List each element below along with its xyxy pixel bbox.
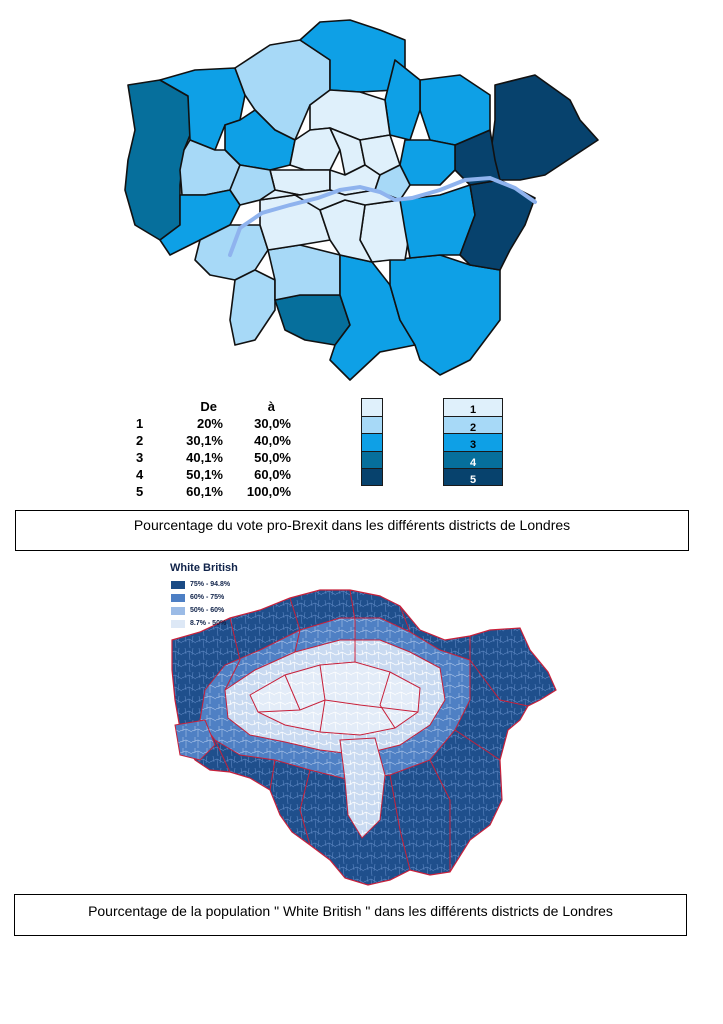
legend-swatch <box>361 468 383 486</box>
legend-row-number: 3 <box>136 450 144 465</box>
borough-shapes <box>124 19 599 381</box>
legend2-row: 75% - 94.8% <box>171 578 230 591</box>
brexit-legend-table: De à 1 20% 30,0% 2 30,1% 40,0% 3 40,1% 5… <box>130 398 300 500</box>
legend-row-number: 5 <box>136 484 144 499</box>
legend-header-from: De <box>200 399 217 414</box>
legend-row-to: 50,0% <box>254 450 291 465</box>
brexit-map-caption: Pourcentage du vote pro-Brexit dans les … <box>15 510 689 551</box>
legend-row-to: 60,0% <box>254 467 291 482</box>
legend2-row: 50% - 60% <box>171 604 230 617</box>
legend-numbered-swatches: 1 2 3 4 5 <box>443 398 503 486</box>
river-thames <box>228 175 537 257</box>
legend2-label: 50% - 60% <box>190 607 225 614</box>
west-mid-patch <box>174 719 216 761</box>
white-british-map-caption: Pourcentage de la population " White Bri… <box>14 894 687 936</box>
legend-swatch <box>361 398 383 416</box>
legend-numbered-swatch: 5 <box>443 468 503 486</box>
legend-numbered-swatch: 2 <box>443 415 503 434</box>
legend-row: 4 50,1% 60,0% <box>130 466 300 483</box>
borough-boundaries <box>214 589 529 872</box>
borough-sutton <box>274 294 351 346</box>
borough-brent <box>224 109 296 171</box>
borough-croydon <box>329 254 416 381</box>
legend-numbered-swatch: 3 <box>443 433 503 451</box>
legend-row-from: 20% <box>196 416 223 431</box>
legend-row-number: 4 <box>136 467 144 482</box>
legend-row-from: 30,1% <box>186 433 223 448</box>
legend2-row: 60% - 75% <box>171 591 230 604</box>
legend-row-from: 40,1% <box>186 450 223 465</box>
legend-numbered-swatch: 1 <box>443 398 503 416</box>
legend-row-number: 2 <box>136 433 144 448</box>
borough-newham <box>399 139 456 186</box>
borough-kingston <box>229 269 276 346</box>
borough-tower-hamlets <box>374 164 411 201</box>
legend-swatch <box>361 450 383 469</box>
legend-row: 3 40,1% 50,0% <box>130 449 300 466</box>
legend-row: 1 20% 30,0% <box>130 415 300 432</box>
legend2-swatch <box>171 593 185 602</box>
legend-header: De à <box>130 398 300 415</box>
borough-camden <box>289 127 341 171</box>
borough-bromley <box>389 254 501 376</box>
legend-row-to: 30,0% <box>254 416 291 431</box>
legend-row-to: 40,0% <box>254 433 291 448</box>
borough-merton <box>267 244 341 301</box>
legend-row-from: 60,1% <box>186 484 223 499</box>
legend-row: 5 60,1% 100,0% <box>130 483 300 500</box>
legend-numbered-swatch: 4 <box>443 450 503 469</box>
legend-color-swatches <box>361 398 383 486</box>
legend-row-number: 1 <box>136 416 144 431</box>
legend2-swatch <box>171 580 185 589</box>
south-light-region <box>339 737 386 839</box>
borough-redbridge <box>419 74 491 146</box>
borough-havering <box>489 74 599 181</box>
white-british-map <box>171 589 557 886</box>
legend-swatch <box>361 433 383 451</box>
white-british-legend: 75% - 94.8% 60% - 75% 50% - 60% 8.7% - 5… <box>171 578 230 630</box>
legend-swatch <box>361 415 383 434</box>
legend2-label: 75% - 94.8% <box>190 581 231 588</box>
legend-row-to: 100,0% <box>246 484 291 499</box>
legend-row: 2 30,1% 40,0% <box>130 432 300 449</box>
legend2-label: 8.7% - 50% <box>190 620 227 627</box>
legend2-row: 8.7% - 50% <box>171 617 230 630</box>
legend2-label: 60% - 75% <box>190 594 225 601</box>
brexit-vote-map <box>124 19 599 381</box>
legend2-swatch <box>171 619 185 628</box>
legend2-swatch <box>171 606 185 615</box>
legend-header-to: à <box>267 399 275 414</box>
legend-row-from: 50,1% <box>186 467 223 482</box>
white-british-map-title: White British <box>170 562 238 574</box>
